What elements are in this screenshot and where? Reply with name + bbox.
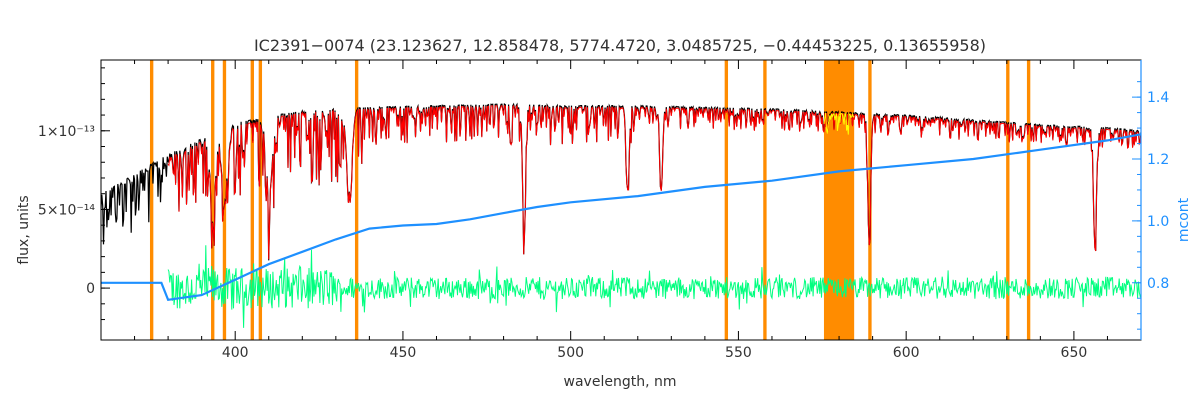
series-masked-model xyxy=(823,112,855,135)
x-tick-label-550: 550 xyxy=(725,345,752,361)
masked-regions xyxy=(149,60,1031,340)
masked-region-10 xyxy=(1006,60,1010,340)
series-mcont xyxy=(101,133,1141,302)
series-residuals xyxy=(167,245,1141,328)
masked-region-3 xyxy=(250,60,254,340)
masked-region-1 xyxy=(211,60,215,340)
axes: 400 450 500 550 600 650 0 5×10⁻¹⁴ 1×10⁻¹³ 0.8 1.0 1… xyxy=(38,59,1169,361)
y-tick-label-0: 0 xyxy=(86,281,95,297)
masked-region-8 xyxy=(823,60,855,340)
y-tick-label-1: 5×10⁻¹⁴ xyxy=(38,202,95,218)
data-series xyxy=(101,102,1141,328)
y2-axis-label: mcont xyxy=(1176,197,1192,242)
x-tick-label-600: 600 xyxy=(893,345,920,361)
y2-tick-label-2: 1.2 xyxy=(1147,152,1169,168)
series-model-fit xyxy=(167,104,1141,260)
y2-tick-label-0: 0.8 xyxy=(1147,276,1169,292)
y-axis-label: flux, units xyxy=(16,195,32,264)
x-tick-label-650: 650 xyxy=(1061,345,1088,361)
y2-tick-label-3: 1.4 xyxy=(1147,90,1169,106)
x-tick-label-400: 400 xyxy=(222,345,249,361)
x-tick-label-450: 450 xyxy=(390,345,417,361)
masked-region-11 xyxy=(1026,60,1031,340)
masked-region-9 xyxy=(868,60,872,340)
y2-tick-label-1: 1.0 xyxy=(1147,214,1169,230)
masked-region-6 xyxy=(724,60,729,340)
x-axis-label: wavelength, nm xyxy=(564,374,677,390)
masked-region-5 xyxy=(354,60,359,340)
masked-region-2 xyxy=(222,60,227,340)
x-tick-label-500: 500 xyxy=(557,345,584,361)
masked-region-4 xyxy=(258,60,263,340)
labels: IC2391−0074 (23.123627, 12.858478, 5774.… xyxy=(16,36,1192,390)
plot-frame xyxy=(100,59,1142,341)
masked-region-0 xyxy=(149,60,154,340)
y-tick-label-2: 1×10⁻¹³ xyxy=(38,124,95,140)
masked-region-7 xyxy=(763,60,767,340)
chart-title: IC2391−0074 (23.123627, 12.858478, 5774.… xyxy=(254,36,986,55)
